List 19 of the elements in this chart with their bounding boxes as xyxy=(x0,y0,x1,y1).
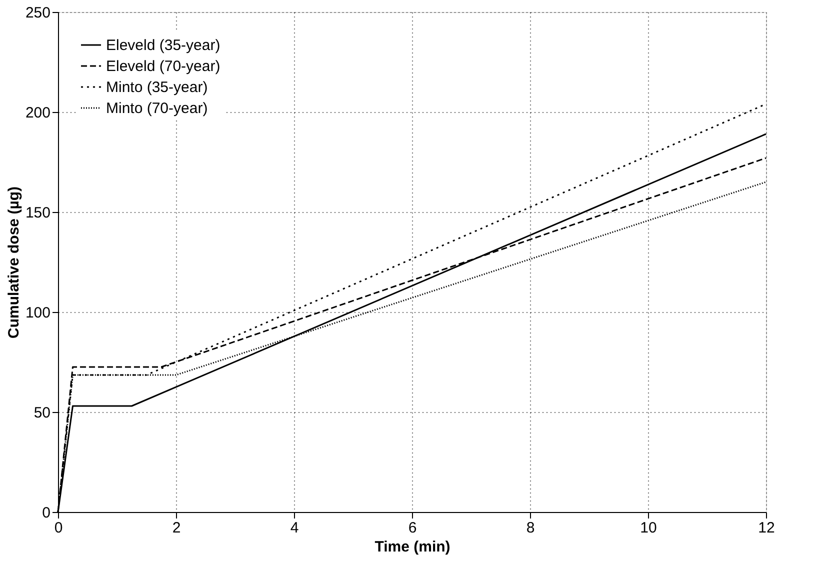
y-axis-title: Cumulative dose (µg) xyxy=(5,186,22,338)
y-tick-label: 0 xyxy=(42,504,50,522)
x-axis-title: Time (min) xyxy=(374,538,450,556)
y-tick-label: 150 xyxy=(25,204,50,222)
y-tick-label: 250 xyxy=(25,4,50,22)
legend-label: Eleveld (35-year) xyxy=(106,37,220,54)
x-tick-label: 0 xyxy=(54,520,63,536)
x-tick-label: 6 xyxy=(408,520,417,536)
y-tick-label: 100 xyxy=(25,304,50,322)
x-tick-label: 10 xyxy=(640,520,657,536)
legend-label: Minto (35-year) xyxy=(106,79,208,96)
x-tick-label: 2 xyxy=(172,520,181,536)
y-tick-label: 50 xyxy=(34,404,50,422)
y-tick-label: 200 xyxy=(25,104,50,122)
legend-label: Minto (70-year) xyxy=(106,100,208,117)
legend-label: Eleveld (70-year) xyxy=(106,58,220,75)
x-tick-label: 4 xyxy=(290,520,299,536)
x-tick-label: 8 xyxy=(526,520,535,536)
x-tick-label: 12 xyxy=(758,520,775,536)
